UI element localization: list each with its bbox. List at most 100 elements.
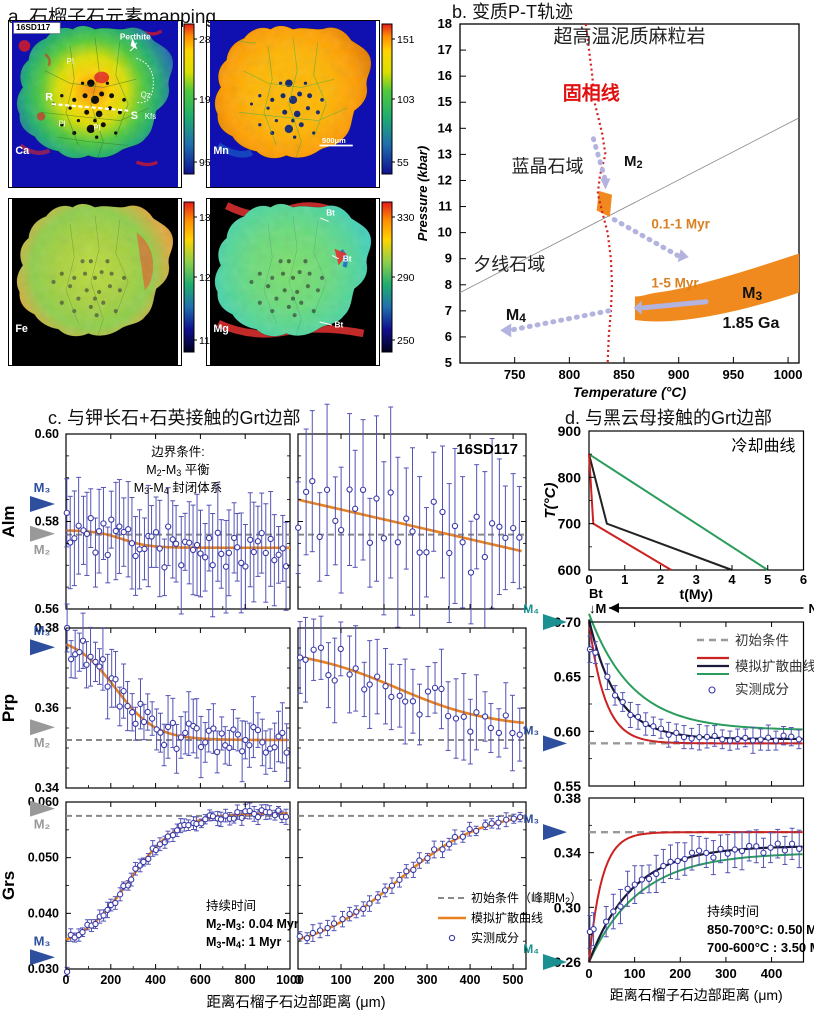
svg-text:Fe: Fe	[15, 323, 28, 335]
svg-text:Mg: Mg	[213, 323, 229, 335]
svg-text:持续时间: 持续时间	[707, 904, 759, 919]
svg-text:冷却曲线: 冷却曲线	[731, 437, 795, 455]
svg-text:6: 6	[800, 572, 807, 587]
svg-text:蓝晶石域: 蓝晶石域	[511, 157, 583, 177]
svg-text:600: 600	[190, 973, 211, 987]
svg-text:850-700°C: 0.50 Myr: 850-700°C: 0.50 Myr	[707, 922, 814, 937]
svg-text:Pressure (kbar): Pressure (kbar)	[415, 146, 430, 241]
svg-text:Bt: Bt	[589, 589, 603, 601]
svg-text:M₄: M₄	[523, 602, 539, 616]
svg-text:Perthite: Perthite	[120, 31, 151, 41]
svg-text:Alm: Alm	[0, 505, 18, 537]
svg-text:950: 950	[723, 367, 745, 382]
svg-text:16SD117: 16SD117	[456, 441, 518, 458]
svg-text:0.34: 0.34	[554, 845, 581, 861]
svg-text:夕线石域: 夕线石域	[473, 254, 545, 274]
svg-text:100: 100	[624, 966, 646, 981]
svg-text:300: 300	[715, 966, 737, 981]
svg-text:16SD117: 16SD117	[16, 22, 51, 32]
svg-text:290: 290	[397, 272, 415, 284]
svg-text:200: 200	[669, 966, 691, 981]
svg-text:实测成分: 实测成分	[471, 930, 519, 945]
svg-text:800: 800	[235, 973, 256, 987]
svg-text:0: 0	[585, 572, 592, 587]
svg-text:151: 151	[397, 34, 415, 46]
svg-text:1-5 Myr: 1-5 Myr	[651, 275, 699, 290]
svg-text:200: 200	[374, 973, 395, 987]
svg-text:Qz: Qz	[141, 90, 151, 99]
svg-text:700-600°C : 3.50 Myr: 700-600°C : 3.50 Myr	[707, 940, 814, 955]
svg-text:Mn: Mn	[213, 145, 229, 157]
svg-text:Pl: Pl	[67, 57, 74, 66]
svg-text:Bt: Bt	[343, 253, 352, 263]
svg-text:18: 18	[438, 16, 452, 31]
svg-text:模拟扩散曲线: 模拟扩散曲线	[735, 659, 814, 674]
svg-text:500μm: 500μm	[322, 136, 346, 145]
svg-text:Bt: Bt	[335, 320, 344, 330]
svg-text:330: 330	[397, 212, 415, 224]
svg-text:Grs: Grs	[0, 871, 18, 900]
svg-text:12: 12	[438, 172, 452, 187]
svg-text:10: 10	[438, 225, 452, 240]
svg-text:400: 400	[145, 973, 166, 987]
svg-text:R: R	[45, 92, 53, 104]
svg-text:0.65: 0.65	[554, 669, 581, 685]
svg-text:400: 400	[761, 966, 783, 981]
svg-text:11: 11	[438, 199, 452, 214]
svg-text:16: 16	[438, 68, 452, 83]
svg-text:55: 55	[397, 157, 409, 169]
svg-text:0.38: 0.38	[554, 790, 581, 806]
svg-text:1.85 Ga: 1.85 Ga	[722, 315, 779, 332]
svg-text:Bt: Bt	[326, 208, 335, 218]
svg-text:M₃: M₃	[523, 812, 539, 826]
svg-text:超高温泥质麻粒岩: 超高温泥质麻粒岩	[553, 25, 705, 47]
svg-text:N: N	[809, 601, 814, 616]
svg-text:初始条件: 初始条件	[735, 632, 789, 648]
svg-text:100: 100	[331, 973, 352, 987]
svg-text:Pl: Pl	[58, 119, 65, 128]
svg-text:M₃: M₃	[523, 723, 539, 737]
svg-text:400: 400	[460, 973, 481, 987]
svg-text:↓M: ↓M	[589, 601, 606, 616]
svg-text:M₂: M₂	[34, 817, 51, 832]
svg-text:2: 2	[657, 572, 664, 587]
svg-text:5: 5	[445, 355, 452, 370]
svg-text:8: 8	[445, 277, 452, 292]
svg-text:800: 800	[559, 367, 581, 382]
svg-text:5: 5	[764, 572, 771, 587]
svg-text:6: 6	[445, 329, 452, 344]
svg-text:距离石榴子石边部距离 (μm): 距离石榴子石边部距离 (μm)	[206, 994, 385, 1011]
svg-text:15: 15	[438, 94, 452, 109]
svg-text:S: S	[131, 110, 138, 122]
svg-text:9: 9	[445, 251, 452, 266]
svg-text:固相线: 固相线	[563, 82, 620, 105]
svg-text:M₃: M₃	[34, 480, 51, 495]
svg-text:0: 0	[63, 973, 70, 987]
svg-text:距离石榴子石边部距离 (μm): 距离石榴子石边部距离 (μm)	[610, 987, 783, 1003]
svg-text:600: 600	[558, 562, 582, 578]
svg-text:M₃: M₃	[34, 623, 51, 638]
svg-text:4: 4	[728, 572, 736, 587]
svg-text:300: 300	[417, 973, 438, 987]
svg-text:13: 13	[438, 146, 452, 161]
svg-text:500: 500	[503, 973, 524, 987]
svg-text:实测成分: 实测成分	[735, 682, 789, 697]
svg-text:Ca: Ca	[15, 145, 30, 157]
svg-text:250: 250	[397, 335, 415, 347]
svg-text:750: 750	[504, 367, 526, 382]
svg-text:持续时间: 持续时间	[206, 898, 256, 913]
svg-text:200: 200	[100, 973, 121, 987]
svg-text:14: 14	[438, 120, 453, 135]
svg-text:800: 800	[558, 469, 582, 485]
svg-text:Prp: Prp	[0, 694, 18, 722]
svg-text:0.30: 0.30	[554, 899, 581, 915]
svg-text:850: 850	[613, 367, 635, 382]
svg-text:0: 0	[295, 973, 302, 987]
svg-text:0: 0	[585, 966, 592, 981]
svg-text:103: 103	[397, 94, 415, 106]
svg-text:7: 7	[445, 303, 452, 318]
svg-text:模拟扩散曲线: 模拟扩散曲线	[471, 910, 543, 925]
svg-text:Pl: Pl	[93, 124, 100, 133]
svg-text:M₄: M₄	[523, 942, 539, 956]
svg-text:M₃: M₃	[34, 933, 51, 948]
